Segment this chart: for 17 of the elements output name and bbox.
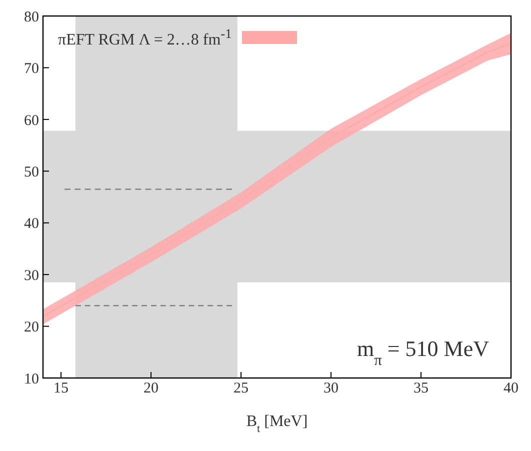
x-tick-label: 35: [414, 380, 428, 397]
y-tick-label: 60: [24, 112, 39, 129]
y-tick-label: 70: [24, 61, 39, 78]
legend-label: πEFT RGM Λ = 2…8 fm$^{-1}$: [58, 26, 232, 50]
x-tick-label: 30: [324, 380, 338, 397]
x-axis-title: B$_{t}$ [MeV]: [246, 413, 308, 435]
y-tick-label: 30: [24, 268, 39, 284]
y-tick-label: 10: [24, 371, 39, 388]
y-tick-label: 50: [24, 164, 39, 180]
x-tick-label: 25: [234, 380, 248, 397]
x-tick-label: 20: [144, 380, 158, 397]
x-tick-label: 40: [504, 380, 518, 397]
x-tick-label: 15: [54, 380, 68, 397]
annotation: m$_{π}$ = 510 MeV: [356, 336, 490, 368]
y-tick-label: 80: [24, 9, 39, 26]
y-tick-label: 40: [24, 216, 39, 232]
y-tick-label: 20: [24, 320, 39, 336]
